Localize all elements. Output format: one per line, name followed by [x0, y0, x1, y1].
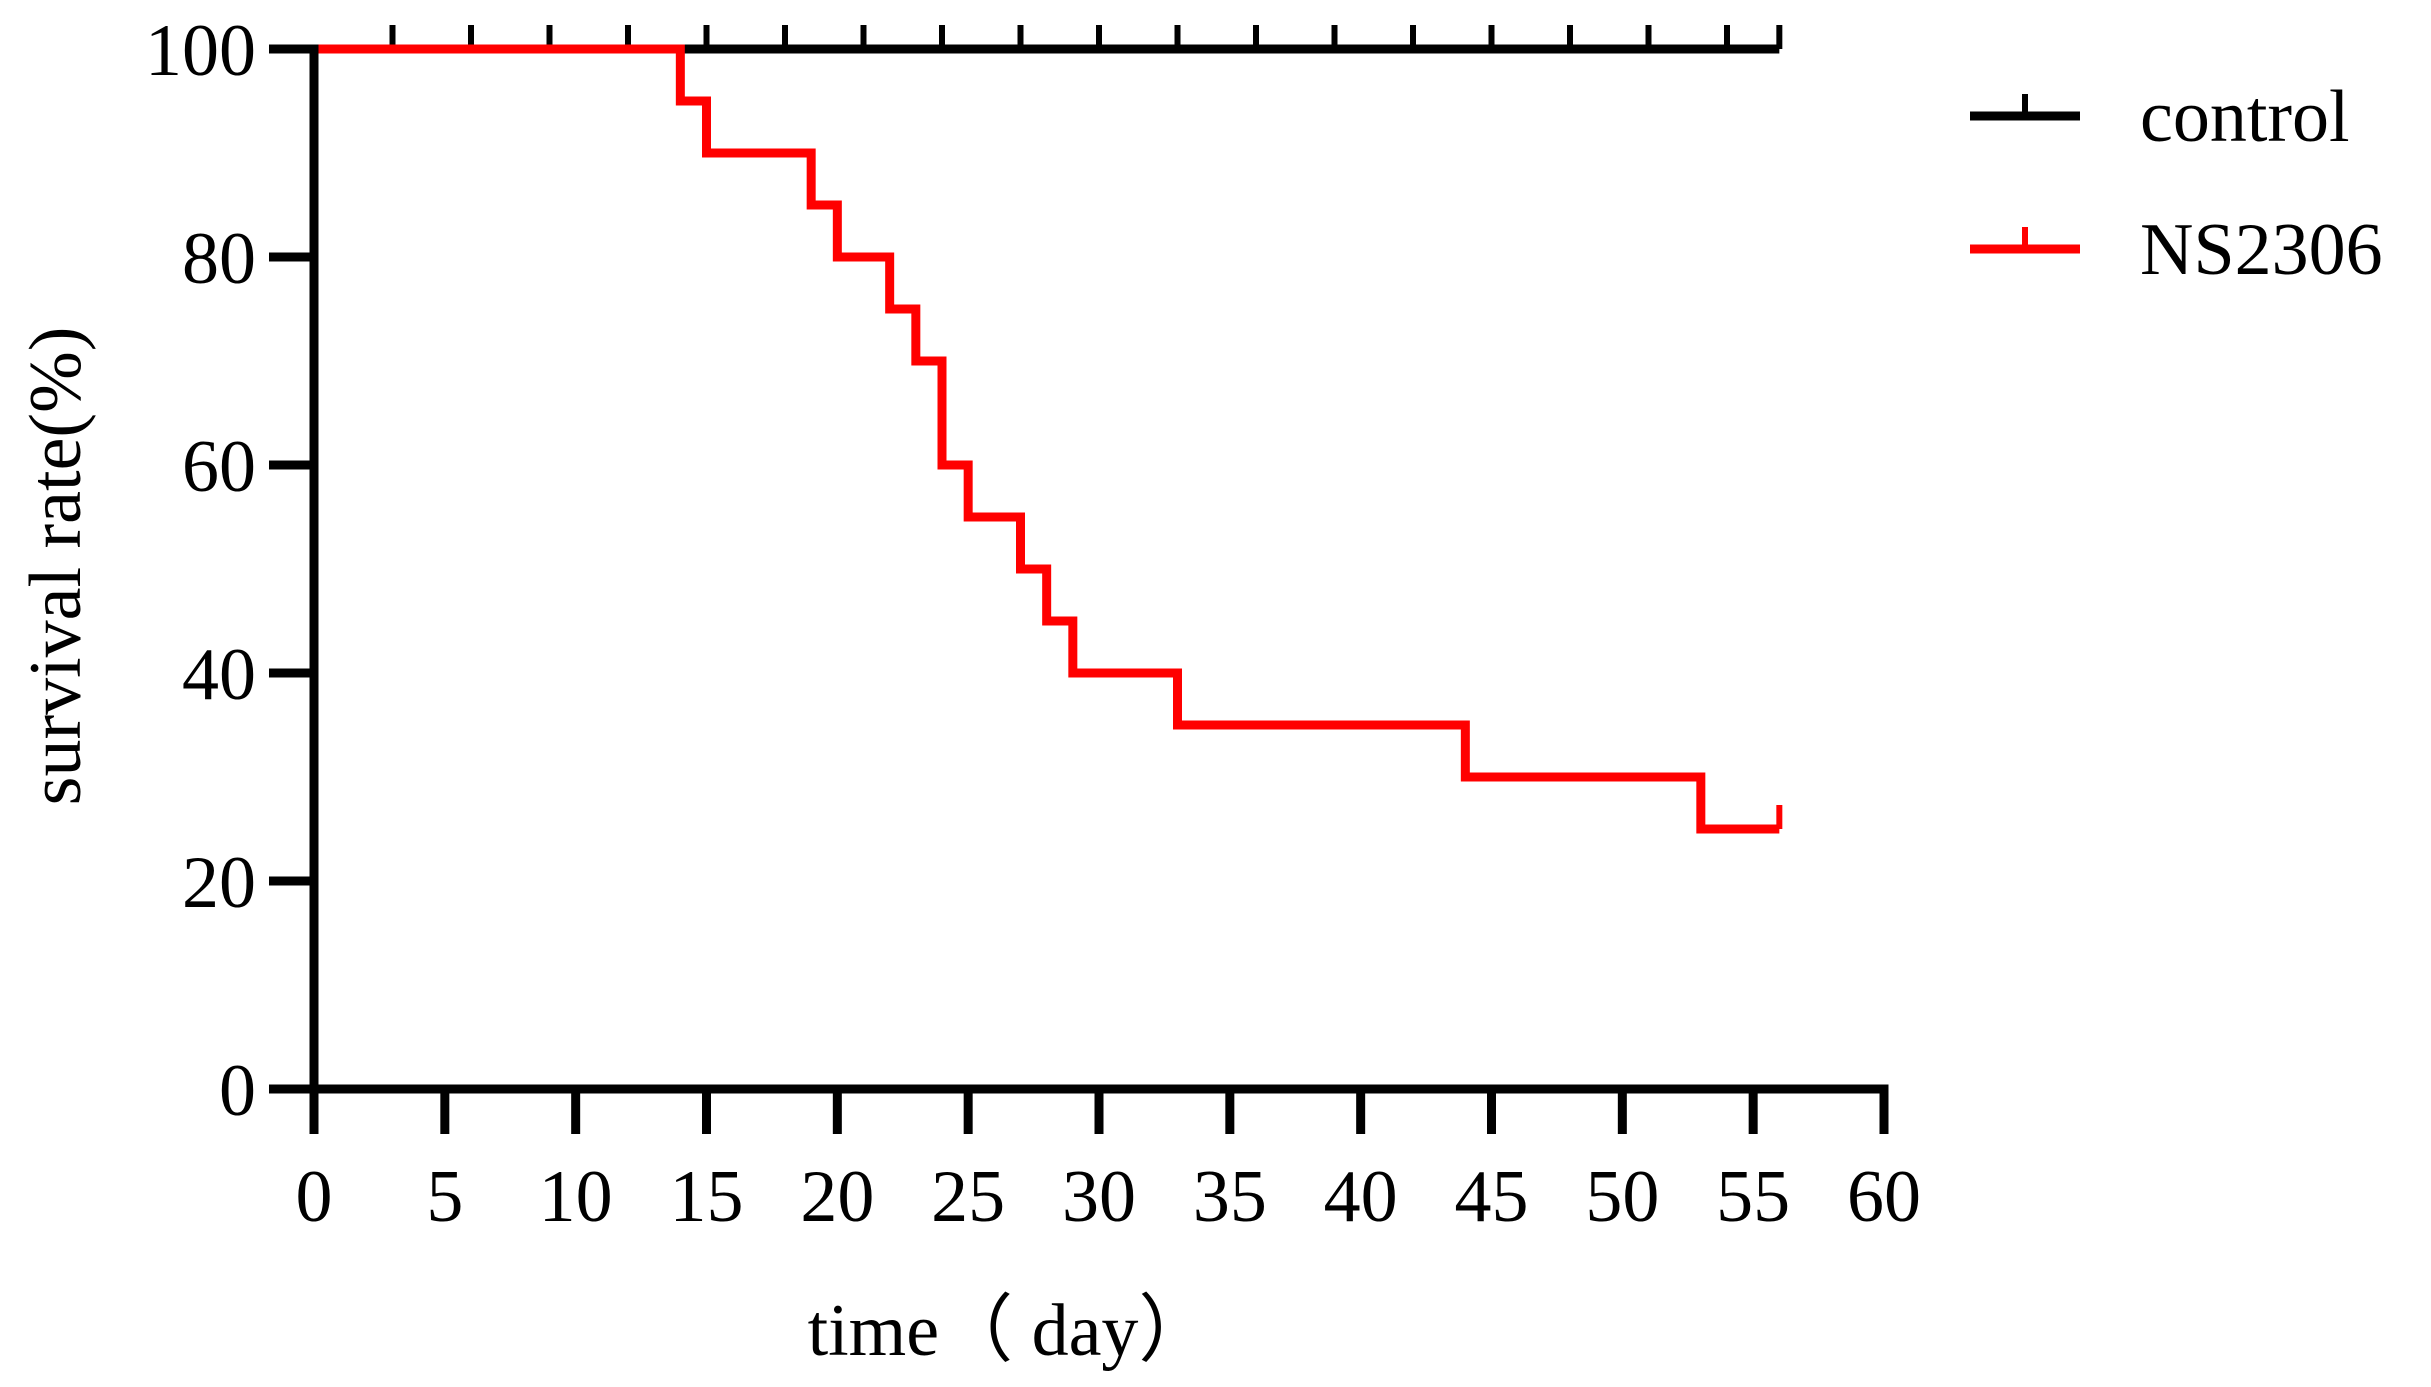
series-line-ns2306 — [314, 44, 1780, 834]
x-tick-label: 45 — [1455, 1156, 1529, 1238]
x-tick-label: 10 — [539, 1156, 613, 1238]
x-tick-label: 20 — [800, 1156, 874, 1238]
y-tick-label: 80 — [182, 218, 256, 300]
y-tick-label: 40 — [182, 634, 256, 716]
legend-label-control: control — [2140, 76, 2350, 158]
y-tick-label: 100 — [145, 10, 256, 92]
y-tick-label: 60 — [182, 426, 256, 508]
x-tick-label: 35 — [1193, 1156, 1267, 1238]
x-axis-title: time（ day） — [808, 1290, 1213, 1372]
x-tick-label: 50 — [1585, 1156, 1659, 1238]
x-tick-label: 25 — [931, 1156, 1005, 1238]
x-tick-label: 15 — [670, 1156, 744, 1238]
x-tick-label: 30 — [1062, 1156, 1136, 1238]
y-tick-label: 0 — [219, 1050, 256, 1132]
legend-label-ns2306: NS2306 — [2140, 209, 2383, 291]
axes-layer: 0 5 10 15 20 25 30 35 40 45 50 55 60 0 20 40 60 80 100 — [145, 10, 1921, 1238]
legend: control NS2306 — [1970, 76, 2383, 291]
x-tick-label: 5 — [426, 1156, 463, 1238]
series-layer — [314, 25, 1783, 834]
x-tick-label: 40 — [1324, 1156, 1398, 1238]
x-tick-label: 60 — [1847, 1156, 1921, 1238]
x-tick-label: 0 — [296, 1156, 333, 1238]
y-axis-title: survival rate(%) — [15, 327, 97, 806]
x-tick-label: 55 — [1716, 1156, 1790, 1238]
y-tick-label: 20 — [182, 842, 256, 924]
